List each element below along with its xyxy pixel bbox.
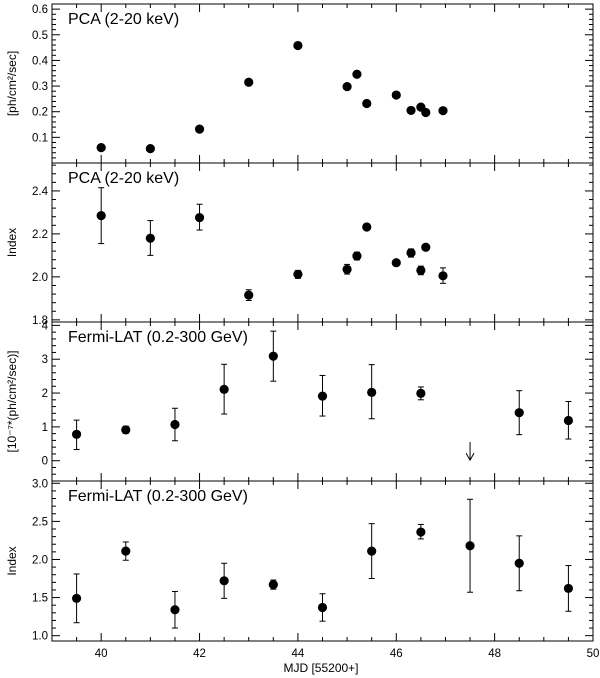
x-tick-label: 46 — [390, 648, 403, 660]
y-tick-label: 2.0 — [32, 272, 48, 284]
panels-group: 0.1 0.2 0.3 0.4 0.5 0.6 PCA (2-20 keV) [ph/cm²/… — [5, 3, 599, 660]
x-tick-label: 40 — [95, 648, 108, 660]
data-point — [563, 583, 574, 594]
data-point — [293, 40, 303, 51]
data-point — [96, 143, 106, 153]
x-axis-title: MJD [55200+] — [283, 661, 358, 675]
y-tick-label: 2.2 — [32, 229, 48, 241]
data-point — [352, 251, 362, 261]
y-tick-label: 1 — [42, 422, 48, 434]
y-axis-title: Index — [5, 546, 19, 575]
data-point — [416, 527, 426, 537]
data-point — [514, 558, 524, 568]
y-tick-label: 3 — [42, 354, 48, 366]
data-point — [219, 384, 229, 394]
y-tick-label: 4 — [42, 320, 49, 332]
data-point — [293, 269, 303, 279]
data-point — [362, 98, 372, 109]
data-point — [406, 105, 416, 116]
panel-title: PCA (2-20 keV) — [68, 170, 179, 187]
data-point — [367, 387, 377, 397]
data-point — [244, 77, 254, 87]
upper-limit-arrowhead — [465, 452, 475, 462]
panel-title: Fermi-LAT (0.2-300 GeV) — [68, 329, 248, 346]
x-tick-label: 50 — [587, 648, 600, 660]
data-point — [421, 107, 431, 118]
data-point — [367, 546, 377, 556]
data-point — [219, 576, 229, 586]
data-point — [438, 106, 448, 116]
y-tick-label: 1.0 — [32, 631, 48, 643]
data-point — [352, 69, 362, 79]
y-tick-label: 1.5 — [32, 593, 48, 605]
data-point — [170, 605, 180, 615]
data-point — [317, 602, 328, 613]
y-axis-title: Index — [5, 228, 19, 257]
y-tick-label: 1.8 — [32, 315, 48, 327]
data-point — [194, 212, 205, 223]
data-point — [145, 233, 155, 243]
data-point — [342, 264, 352, 274]
data-point — [170, 419, 180, 430]
y-tick-label: 2.4 — [32, 186, 49, 198]
y-axis-title: [ph/cm²/sec] — [5, 51, 19, 116]
data-point — [317, 391, 328, 401]
y-tick-label: 3.0 — [32, 478, 48, 490]
panel-3: 0 1 2 3 4 Fermi-LAT (0.2-300 GeV) [10⁻⁷*(ph/cm… — [5, 320, 594, 482]
y-tick-label: 0.5 — [32, 30, 48, 42]
data-point — [96, 211, 106, 221]
data-point — [194, 124, 205, 134]
y-axis-title: [10⁻⁷*(ph/cm²/sec)] — [5, 350, 19, 452]
data-point — [362, 222, 372, 232]
y-tick-label: 0.4 — [32, 55, 49, 67]
y-tick-label: 0 — [42, 456, 48, 468]
y-tick-label: 0.6 — [32, 4, 48, 16]
data-point — [121, 425, 131, 435]
data-point — [391, 258, 401, 268]
data-point — [268, 580, 278, 590]
y-tick-label: 0.3 — [32, 81, 48, 93]
x-tick-label: 48 — [488, 648, 501, 660]
panel-title: Fermi-LAT (0.2-300 GeV) — [68, 488, 248, 505]
data-point — [563, 415, 574, 426]
y-tick-label: 2.0 — [32, 554, 48, 566]
data-point — [71, 593, 82, 603]
data-point — [406, 248, 416, 258]
y-tick-label: 2 — [42, 388, 48, 400]
data-point — [416, 388, 426, 398]
data-point — [342, 81, 352, 92]
data-point — [121, 546, 131, 556]
x-tick-label: 44 — [292, 648, 305, 660]
data-point — [268, 351, 278, 361]
y-tick-label: 0.1 — [32, 132, 48, 144]
panel-2: 1.8 2.0 2.2 2.4 PCA (2-20 keV) Index — [5, 162, 594, 327]
data-point — [465, 541, 475, 551]
data-point — [244, 290, 254, 300]
y-tick-label: 2.5 — [32, 516, 48, 528]
data-point — [438, 271, 448, 281]
data-point — [145, 144, 155, 154]
data-point — [71, 429, 82, 439]
panel-1: 0.1 0.2 0.3 0.4 0.5 0.6 PCA (2-20 keV) [ph/cm²/… — [5, 3, 594, 164]
data-point — [514, 408, 524, 418]
x-tick-label: 42 — [193, 648, 206, 660]
panel-title: PCA (2-20 keV) — [68, 11, 179, 28]
panel-4: 1.0 1.5 2.0 2.5 3.0 Fermi-LAT (0.2-300 GeV) In… — [5, 478, 599, 660]
y-tick-label: 0.2 — [32, 107, 48, 119]
data-point — [391, 90, 401, 100]
data-point — [416, 265, 426, 276]
data-point — [421, 242, 431, 252]
